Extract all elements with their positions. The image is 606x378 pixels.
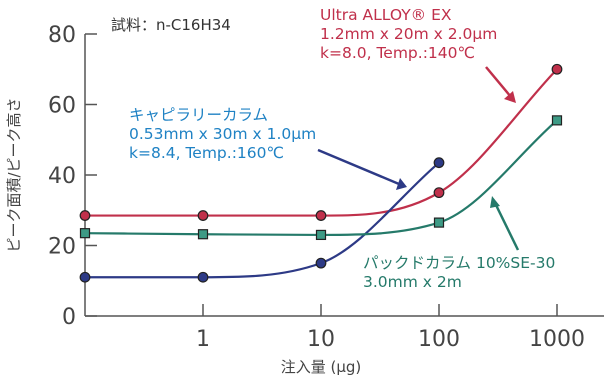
data-point	[79, 228, 91, 239]
x-axis-title: 注入量 (μg)	[281, 358, 362, 376]
series-label-line: パックドカラム 10%SE-30	[363, 254, 555, 272]
y-tick-label: 60	[48, 94, 76, 119]
series-line-1	[85, 161, 440, 279]
data-point	[315, 229, 327, 241]
annotation-blue: キャピラリーカラム 0.53mm x 30m x 1.0μm k=8.4, Te…	[129, 106, 407, 190]
annotation-red: Ultra ALLOY® EX 1.2mm x 20m x 2.0μm k=8.…	[320, 6, 516, 103]
y-ticks: 0 20 40 60 80	[48, 23, 97, 330]
data-point	[433, 187, 445, 199]
data-point	[315, 257, 327, 269]
x-tick-label: 1	[196, 327, 210, 352]
x-tick-label: 10	[307, 327, 335, 352]
data-point	[79, 271, 91, 283]
sample-label: 試料：n-C16H34	[111, 16, 231, 34]
pointer-arrowhead	[490, 196, 500, 208]
pointer-arrow	[485, 66, 512, 98]
pointer-arrow	[317, 148, 400, 186]
x-tick-label: 100	[418, 327, 460, 352]
data-point	[197, 271, 209, 283]
series-label-line: 0.53mm x 30m x 1.0μm	[129, 125, 316, 143]
series-layer	[79, 63, 563, 283]
y-axis-title: ピーク面積/ピーク高さ	[5, 97, 23, 252]
data-point	[551, 63, 563, 75]
y-tick-label: 20	[48, 235, 76, 260]
series-line-0	[85, 68, 558, 217]
pointer-arrowhead	[396, 178, 407, 190]
y-tick-label: 40	[48, 164, 76, 189]
x-ticks: 1 10 100 1000	[196, 304, 585, 352]
data-point	[433, 157, 445, 169]
data-point	[197, 210, 209, 221]
data-point	[79, 210, 91, 221]
y-tick-label: 0	[62, 305, 76, 330]
plot-frame	[84, 34, 604, 317]
pointer-arrowhead	[504, 91, 516, 103]
series-label-line: k=8.4, Temp.:160℃	[129, 144, 284, 162]
series-label-line: Ultra ALLOY® EX	[320, 6, 452, 24]
x-tick-label: 1000	[529, 327, 585, 352]
data-point	[315, 210, 327, 221]
data-point	[197, 229, 209, 240]
y-tick-label: 80	[48, 23, 76, 48]
data-point	[551, 115, 563, 126]
series-label-line: k=8.0, Temp.:140℃	[320, 44, 475, 62]
annotation-green: パックドカラム 10%SE-30 3.0mm x 2m	[363, 196, 555, 291]
series-label-line: 1.2mm x 20m x 2.0μm	[320, 25, 497, 43]
series-label-line: キャピラリーカラム	[129, 106, 268, 124]
series-label-line: 3.0mm x 2m	[363, 273, 462, 291]
data-point	[433, 217, 445, 228]
pointer-arrow	[494, 204, 520, 251]
